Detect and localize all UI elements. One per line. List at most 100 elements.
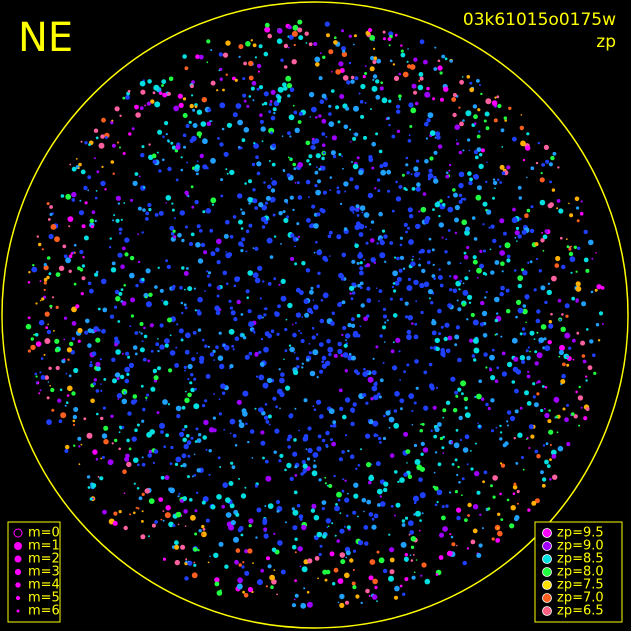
star [525, 145, 531, 151]
star [205, 518, 210, 523]
legend-label: zp=7.0 [557, 591, 604, 606]
star [75, 158, 78, 160]
star [326, 484, 329, 487]
star [321, 93, 327, 99]
star [331, 441, 336, 447]
star [385, 410, 391, 416]
star [538, 341, 541, 344]
star [542, 444, 546, 447]
star [34, 332, 39, 337]
star [389, 297, 393, 301]
star [400, 52, 406, 58]
star [198, 135, 201, 139]
star [483, 119, 487, 123]
star [586, 328, 589, 331]
star [473, 173, 479, 180]
star [404, 301, 409, 306]
star [100, 416, 104, 421]
star [116, 377, 120, 381]
star [175, 456, 182, 463]
star [568, 202, 570, 205]
star [217, 137, 220, 140]
star [224, 345, 230, 351]
star [263, 51, 269, 57]
star [191, 94, 194, 97]
star [354, 243, 359, 249]
star [117, 320, 121, 323]
star [514, 236, 517, 239]
legend-label: m=0 [28, 526, 60, 541]
star [367, 376, 374, 383]
star [194, 105, 198, 108]
star [419, 519, 422, 522]
star [453, 192, 458, 198]
star [242, 561, 245, 564]
star [222, 88, 225, 92]
direction-label: NE [18, 15, 73, 61]
star [403, 222, 408, 227]
star [191, 80, 195, 84]
star [180, 168, 184, 172]
star [362, 75, 366, 79]
star [165, 259, 169, 263]
star [474, 395, 477, 399]
star [506, 254, 511, 259]
star [464, 434, 470, 440]
star [73, 282, 77, 286]
star [466, 547, 470, 550]
star [476, 490, 481, 495]
star [399, 236, 403, 240]
star [471, 216, 476, 220]
star [418, 80, 421, 82]
star [421, 512, 424, 515]
star [218, 69, 221, 72]
star [121, 246, 126, 251]
star [545, 159, 550, 164]
star [418, 210, 421, 213]
star [233, 284, 237, 288]
star [194, 164, 200, 170]
star [258, 85, 264, 90]
star [424, 218, 430, 225]
star [371, 385, 378, 392]
star [502, 443, 507, 448]
star [396, 104, 401, 109]
star [182, 428, 185, 432]
star [562, 362, 566, 367]
star [330, 150, 336, 156]
star [383, 314, 387, 319]
star [64, 449, 69, 453]
star [315, 116, 318, 119]
star [435, 131, 441, 137]
star [231, 344, 235, 348]
star [348, 61, 352, 65]
star [493, 118, 498, 123]
star [559, 318, 562, 322]
star [128, 447, 132, 451]
star [94, 272, 99, 277]
star [191, 572, 198, 579]
star [162, 92, 168, 98]
star [136, 423, 140, 427]
star [294, 182, 297, 184]
star [141, 419, 145, 423]
star [196, 491, 199, 494]
star [269, 103, 272, 106]
star [276, 593, 278, 596]
star [321, 208, 326, 214]
star [570, 271, 573, 274]
star [306, 358, 310, 362]
star [264, 307, 268, 311]
star [431, 320, 437, 326]
star [516, 240, 518, 242]
star [413, 57, 418, 62]
star [439, 532, 444, 538]
star [491, 348, 495, 352]
star [426, 249, 431, 254]
star [278, 283, 281, 286]
star [43, 265, 49, 271]
star [496, 366, 500, 370]
star [154, 520, 159, 524]
star [473, 150, 479, 155]
star [418, 250, 422, 254]
